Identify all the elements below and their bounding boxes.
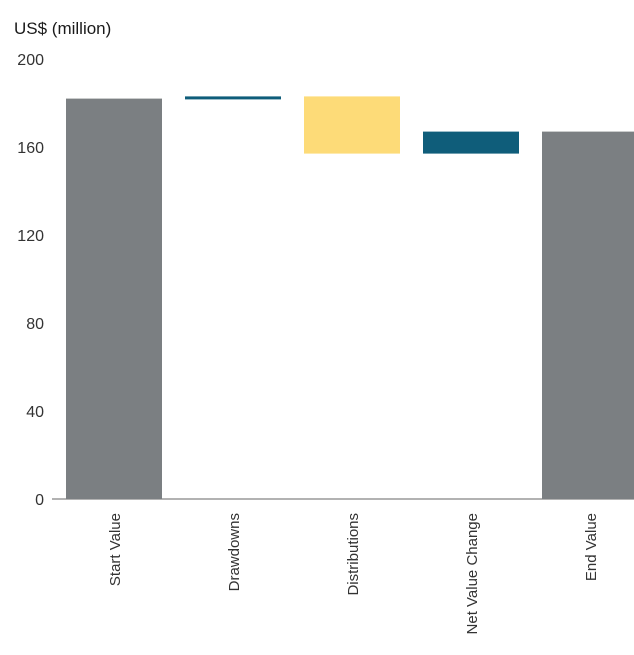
bars xyxy=(66,96,634,499)
bar-end-value xyxy=(542,131,634,499)
y-tick-label: 0 xyxy=(35,492,44,509)
y-tick-label: 120 xyxy=(17,228,44,245)
y-tick-label: 80 xyxy=(26,316,44,333)
y-tick-label: 200 xyxy=(17,52,44,69)
y-tick-label: 160 xyxy=(17,140,44,157)
bar-net-value-change xyxy=(423,131,519,154)
x-category-label: End Value xyxy=(583,513,600,581)
y-tick-label: 40 xyxy=(26,404,44,421)
y-axis-ticks: 0 40 80 120 160 200 xyxy=(17,52,44,509)
x-category-label: Drawdowns xyxy=(226,513,243,591)
x-category-label: Distributions xyxy=(345,513,362,596)
x-category-label: Net Value Change xyxy=(464,513,481,634)
bar-distributions xyxy=(304,96,400,154)
x-axis-labels: Start Value Drawdowns Distributions Net Val… xyxy=(107,513,600,634)
x-category-label: Start Value xyxy=(107,513,124,586)
y-axis-unit-label: US$ (million) xyxy=(14,19,111,38)
bar-start-value xyxy=(66,98,162,499)
bar-drawdowns xyxy=(185,96,281,100)
